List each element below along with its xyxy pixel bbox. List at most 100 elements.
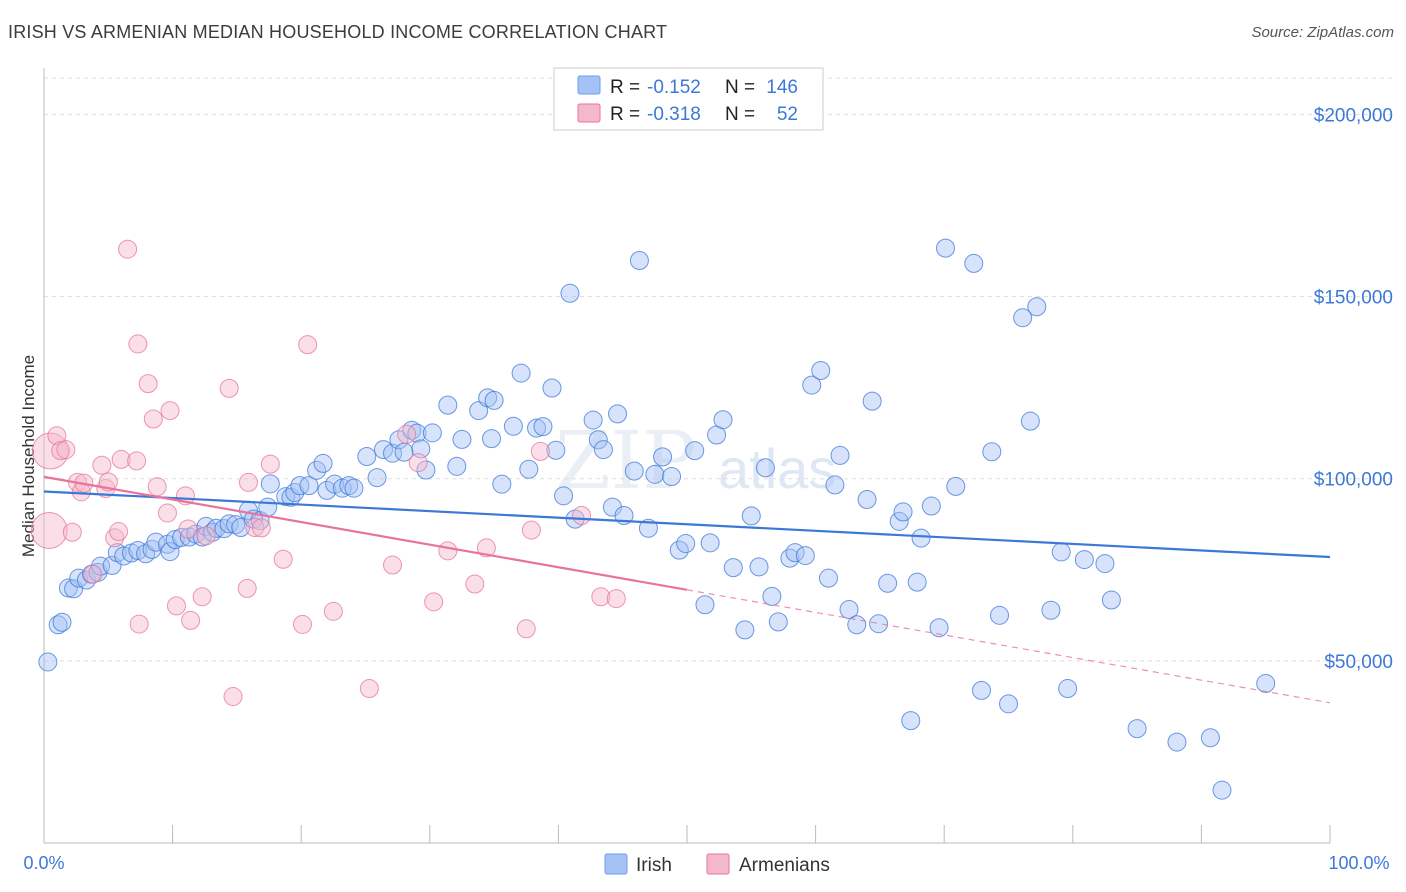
irish-point	[825, 475, 845, 495]
irish-point	[911, 528, 931, 548]
armenians-point	[516, 619, 536, 639]
irish-point	[593, 440, 613, 460]
armenians-point	[147, 477, 167, 497]
armenians-point	[521, 520, 541, 540]
irish-point	[226, 515, 246, 535]
irish-point	[258, 497, 278, 517]
irish-point	[542, 378, 562, 398]
source-note: Source: ZipAtlas.com	[1251, 24, 1394, 41]
irish-point	[527, 418, 547, 438]
irish-point	[58, 578, 78, 598]
irish-point	[407, 423, 427, 443]
irish-point	[484, 390, 504, 410]
armenians-point	[591, 587, 611, 607]
armenians-point	[166, 596, 186, 616]
irish-point	[893, 502, 913, 522]
armenians-point	[292, 614, 312, 634]
armenians-point	[92, 455, 112, 475]
irish-point	[624, 461, 644, 481]
bottom-legend-swatch-armenians	[706, 853, 730, 875]
correlation-legend: R = -0.152 N = 146 R = -0.318 N = 52	[553, 67, 824, 131]
irish-point	[447, 456, 467, 476]
watermark-zip: ZIP	[555, 414, 696, 507]
armenians-point	[238, 472, 258, 492]
irish-point	[929, 618, 949, 638]
armenians-point	[178, 519, 198, 539]
irish-point	[662, 467, 682, 487]
irish-point	[206, 518, 226, 538]
irish-point	[964, 253, 984, 273]
irish-point	[339, 476, 359, 496]
irish-point	[971, 680, 991, 700]
gridlines	[44, 77, 1395, 662]
irish-point	[629, 251, 649, 271]
x-ticks	[43, 825, 1331, 843]
irish-point	[503, 416, 523, 436]
series-legend: Irish Armenians	[604, 853, 830, 876]
irish-point	[695, 595, 715, 615]
y-tick-label: $200,000	[1314, 105, 1393, 126]
irish-point	[878, 573, 898, 593]
irish-point	[583, 410, 603, 430]
irish-point	[1027, 297, 1047, 317]
irish-point	[438, 395, 458, 415]
x-tick-label-min: 0.0%	[23, 853, 64, 873]
armenians-point	[359, 679, 379, 699]
irish-point	[802, 375, 822, 395]
irish-point	[862, 391, 882, 411]
irish-point	[676, 534, 696, 554]
irish-point	[482, 429, 502, 449]
armenians-point	[192, 587, 212, 607]
irish-point	[357, 446, 377, 466]
irish-point	[560, 283, 580, 303]
y-tick-label: $150,000	[1314, 288, 1393, 309]
irish-point	[511, 363, 531, 383]
irish-point	[219, 514, 239, 534]
irish-point	[114, 546, 134, 566]
bottom-legend-swatch-irish	[604, 853, 628, 875]
irish-point	[1167, 732, 1187, 752]
irish-point	[367, 468, 387, 488]
irish-point	[533, 417, 553, 437]
armenians-point	[237, 578, 257, 598]
armenians-point	[143, 409, 163, 429]
irish-point	[546, 440, 566, 460]
irish-point	[411, 439, 431, 459]
armenians-point	[118, 239, 138, 259]
armenians-point	[476, 538, 496, 558]
irish-point	[935, 238, 955, 258]
armenians-point	[219, 378, 239, 398]
irish-point	[1200, 728, 1220, 748]
irish-point	[1256, 673, 1276, 693]
armenians-point	[323, 601, 343, 621]
armenians-point	[408, 453, 428, 473]
legend-swatch-irish	[577, 75, 601, 95]
y-tick-labels: $50,000 $100,000 $150,000 $200,000	[1314, 105, 1393, 672]
irish-point	[749, 557, 769, 577]
trend-line-irish	[43, 490, 1331, 559]
armenians-point	[109, 522, 129, 542]
irish-point	[818, 568, 838, 588]
irish-point	[1058, 679, 1078, 699]
irish-point	[741, 506, 761, 526]
irish-point	[869, 614, 889, 634]
armenians-point	[138, 374, 158, 394]
irish-point	[946, 476, 966, 496]
y-axis-label: Median Household Income	[19, 355, 38, 557]
armenians-point	[160, 401, 180, 421]
legend-n-value-armenians: 52	[777, 104, 798, 125]
irish-point	[700, 533, 720, 553]
armenians-point	[47, 426, 67, 446]
trend-line-armenians-extension	[686, 589, 1331, 704]
bottom-legend-label-irish: Irish	[636, 855, 672, 876]
y-tick-label: $100,000	[1314, 470, 1393, 491]
irish-point	[128, 540, 148, 560]
armenians-point	[223, 687, 243, 707]
irish-point	[989, 605, 1009, 625]
irish-point	[588, 430, 608, 450]
chart-title: IRISH VS ARMENIAN MEDIAN HOUSEHOLD INCOM…	[8, 22, 668, 42]
legend-n-value-irish: 146	[766, 77, 798, 98]
irish-point	[1212, 780, 1232, 800]
armenians-point	[245, 518, 265, 538]
y-tick-label: $50,000	[1324, 652, 1393, 673]
